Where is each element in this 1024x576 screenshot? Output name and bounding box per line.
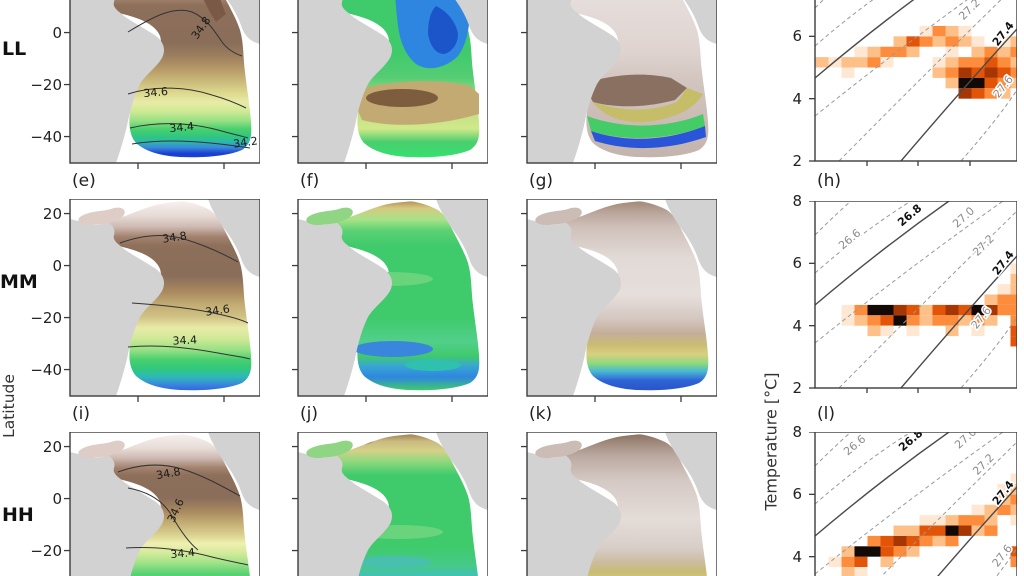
ts-ytick-label: 4 — [792, 89, 802, 108]
panel-label-l: (l) — [817, 404, 835, 424]
map-panel-ll-col3 — [519, 0, 717, 170]
ts-ytick-label: 6 — [792, 27, 802, 46]
row-label-ll: LL — [2, 38, 27, 60]
map-panel-mm-col3 — [519, 199, 717, 403]
maps-y-axis-label: Latitude — [0, 374, 18, 438]
ts-ytick-label: 6 — [792, 485, 802, 504]
map-contour-label: 34.2 — [232, 134, 258, 150]
map-ytick-label: −20 — [30, 75, 62, 94]
map-panel-mm-col2 — [290, 199, 488, 403]
panel-label-i: (i) — [72, 404, 90, 424]
map-ytick-label: −20 — [30, 541, 62, 560]
map-panel-hh-col3 — [519, 432, 717, 576]
map-ytick-label: 0 — [52, 489, 62, 508]
map-contour-label: 34.6 — [204, 302, 230, 318]
ts-y-axis-label: Temperature [°C] — [761, 372, 781, 511]
map-ytick-label: −20 — [30, 308, 62, 327]
map-ytick-label: 20 — [42, 204, 62, 223]
map-panel-ll-col1: 34.8 34.6 34.4 34.2 — [62, 0, 260, 170]
panel-label-h: (h) — [817, 171, 842, 191]
ts-ytick-label: 2 — [792, 379, 802, 397]
map-panel-ll-col2 — [290, 0, 488, 170]
row-label-mm: MM — [0, 271, 38, 293]
ts-panel-hh: 26.6 26.8 27.0 27.2 27.4 27.6 — [807, 432, 1017, 576]
map-contour-label: 34.4 — [172, 333, 197, 347]
panel-label-g: (g) — [529, 171, 554, 191]
map-panel-hh-col2 — [290, 432, 488, 576]
map-ytick-label: 20 — [42, 437, 62, 456]
panel-label-j: (j) — [300, 404, 318, 424]
panel-label-e: (e) — [72, 171, 96, 191]
map-panel-hh-col1: 34.8 34.6 34.4 — [62, 432, 260, 576]
map-panel-mm-col1: 34.8 34.6 34.4 — [62, 199, 260, 403]
map-contour-label: 34.8 — [155, 465, 181, 482]
map-ytick-label: −40 — [30, 360, 62, 379]
ts-ytick-label: 6 — [792, 254, 802, 273]
map-contour-label: 34.4 — [170, 546, 196, 561]
ts-ytick-label: 8 — [792, 423, 802, 441]
map-contour-label: 34.4 — [169, 120, 195, 135]
map-contour-label: 34.8 — [161, 229, 187, 245]
ts-ytick-label: 4 — [792, 316, 802, 335]
panel-label-f: (f) — [300, 171, 320, 191]
map-ytick-label: −40 — [30, 127, 62, 146]
map-contour-label: 34.6 — [143, 85, 169, 100]
ts-ytick-label: 2 — [792, 152, 802, 170]
panel-label-k: (k) — [529, 404, 553, 424]
map-ytick-label: 0 — [52, 23, 62, 42]
map-ytick-label: 0 — [52, 256, 62, 275]
ts-panel-ll: 27.2 27.4 27.6 — [807, 0, 1017, 167]
ts-ytick-label: 8 — [792, 192, 802, 210]
ts-ytick-label: 4 — [792, 547, 802, 566]
ts-panel-mm: 26.6 26.8 27.0 27.2 27.4 27.6 — [807, 201, 1017, 394]
row-label-hh: HH — [2, 504, 34, 526]
